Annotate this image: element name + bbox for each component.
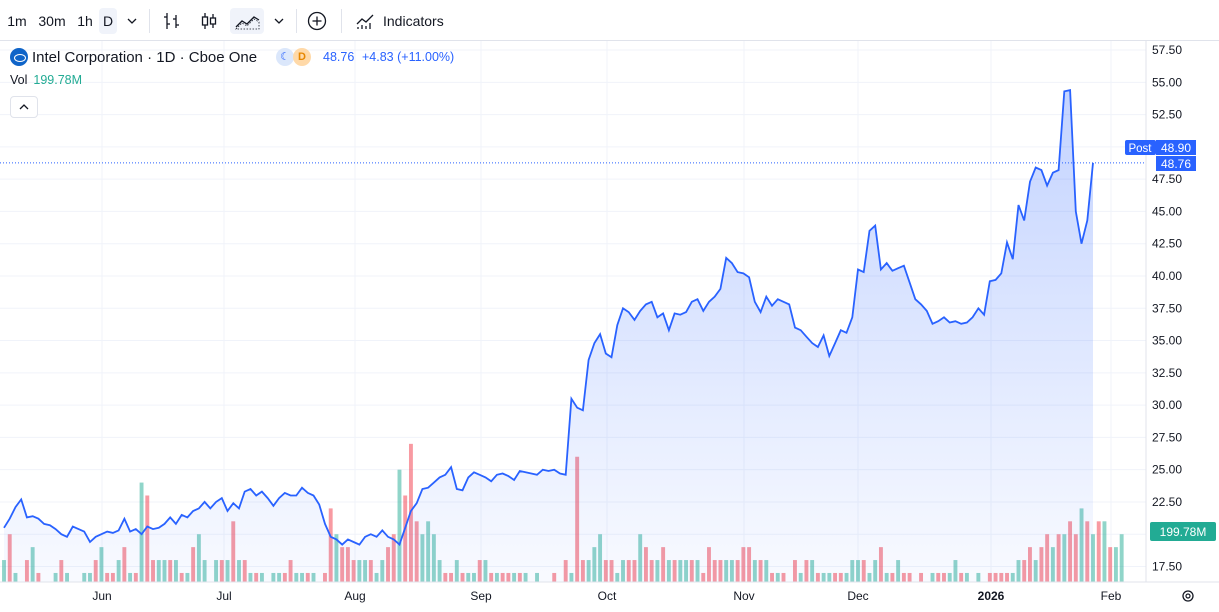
volume-legend: Vol 199.78M [10, 73, 82, 87]
volume-legend-value: 199.78M [33, 73, 83, 87]
post-price-label: 48.90 [1161, 141, 1191, 155]
y-tick-label: 27.50 [1152, 430, 1182, 444]
x-tick-label: Sep [470, 589, 492, 603]
interval-30m-button[interactable]: 30m [38, 13, 66, 29]
chevron-up-icon [19, 104, 29, 110]
y-tick-label: 52.50 [1152, 108, 1182, 122]
indicators-label: Indicators [383, 13, 444, 29]
x-tick-label: Oct [598, 589, 617, 603]
interval-dropdown-chevron-down-icon[interactable] [119, 8, 145, 34]
volume-value-box [1150, 522, 1216, 541]
volume-bar [1119, 534, 1124, 582]
chart-type-dropdown-chevron-down-icon[interactable] [266, 8, 292, 34]
x-tick-label: Jun [92, 589, 111, 603]
post-label: Post [1128, 143, 1152, 155]
y-tick-label: 25.00 [1152, 463, 1182, 477]
y-tick-label: 37.50 [1152, 301, 1182, 315]
post-price-box [1156, 140, 1196, 155]
last-price-value: 48.76 [323, 50, 355, 64]
candles-chart-type-icon[interactable] [196, 8, 222, 34]
volume-bar [139, 482, 144, 582]
price-scale[interactable]: 17.5020.0022.5025.0027.5030.0032.5035.00… [1152, 43, 1182, 573]
volume-bar [1108, 547, 1113, 582]
last-price-box [1156, 156, 1196, 171]
x-tick-label: 2026 [978, 589, 1005, 603]
y-tick-label: 35.00 [1152, 334, 1182, 348]
toolbar-divider [341, 9, 342, 33]
legend-collapse-button[interactable] [10, 96, 38, 118]
settings-gear-icon[interactable] [1182, 590, 1194, 602]
y-tick-label: 42.50 [1152, 237, 1182, 251]
volume-bar [1096, 521, 1101, 582]
last-price-label: 48.76 [1161, 157, 1191, 171]
add-compare-plus-icon[interactable] [304, 8, 330, 34]
x-tick-label: Nov [733, 589, 754, 603]
volume-legend-label: Vol [10, 73, 28, 87]
toolbar-divider [296, 9, 297, 33]
volume-bar [1113, 547, 1118, 582]
interval-1m-button[interactable]: 1m [7, 13, 27, 29]
volume-bar [1102, 521, 1107, 582]
y-tick-label: 32.50 [1152, 366, 1182, 380]
extended-hours-moon-icon[interactable]: ☾ [276, 48, 294, 66]
interval-1h-button[interactable]: 1h [77, 13, 93, 29]
volume-value-label: 199.78M [1160, 525, 1207, 539]
post-label-box [1125, 140, 1156, 155]
price-series-line [3, 88, 1094, 547]
price-change-value: +4.83 (+11.00%) [362, 50, 455, 64]
y-tick-label: 47.50 [1152, 172, 1182, 186]
price-chart[interactable]: 17.5020.0022.5025.0027.5030.0032.5035.00… [0, 41, 1219, 612]
y-tick-label: 22.50 [1152, 495, 1182, 509]
intel-logo-icon [10, 48, 28, 66]
interval-d-button[interactable]: D [99, 8, 117, 34]
volume-bar [397, 469, 402, 582]
x-tick-label: Aug [344, 589, 365, 603]
toolbar-divider [149, 9, 150, 33]
x-tick-label: Jul [216, 589, 231, 603]
time-scale[interactable]: Jun Jul Aug Sep Oct Nov Dec 2026 Feb [92, 589, 1121, 603]
symbol-title[interactable]: Intel Corporation · 1D · Cboe One [32, 49, 258, 66]
x-tick-label: Feb [1101, 589, 1122, 603]
y-tick-label: 17.50 [1152, 560, 1182, 574]
indicators-button[interactable]: Indicators [352, 8, 452, 34]
top-toolbar: 1m 30m 1h D Indicators [0, 0, 1219, 41]
bars-chart-type-icon[interactable] [159, 8, 185, 34]
y-tick-label: 55.00 [1152, 75, 1182, 89]
y-tick-label: 30.00 [1152, 398, 1182, 412]
session-badge[interactable]: D [293, 48, 311, 66]
y-tick-label: 57.50 [1152, 43, 1182, 57]
x-tick-label: Dec [847, 589, 868, 603]
price-area-fill [4, 90, 1093, 582]
y-tick-label: 40.00 [1152, 269, 1182, 283]
area-chart-type-icon[interactable] [230, 8, 264, 34]
y-tick-label: 45.00 [1152, 204, 1182, 218]
